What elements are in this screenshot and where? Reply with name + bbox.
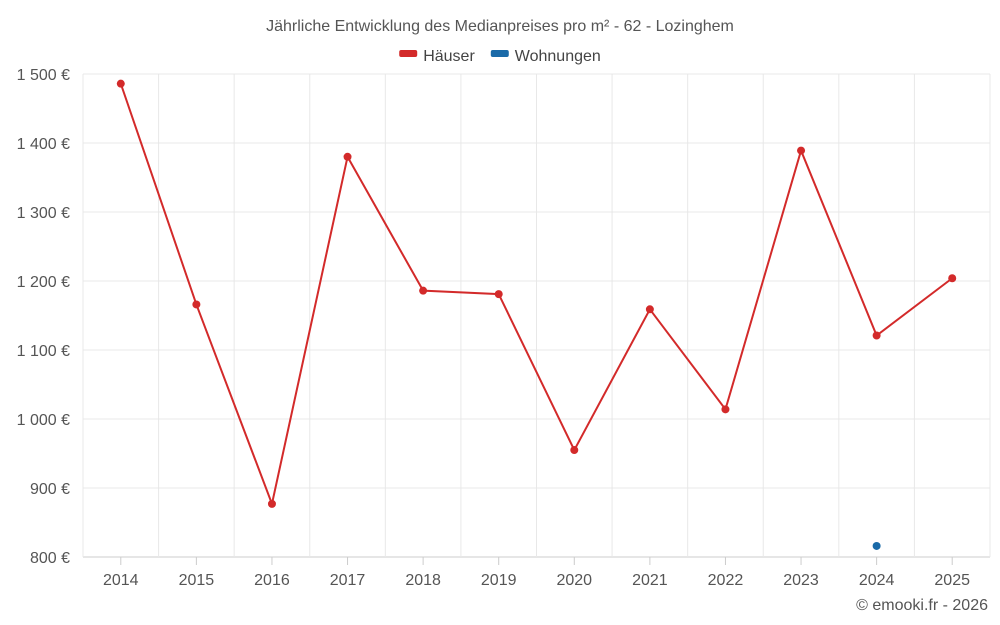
y-axis-ticks: 800 € 900 € 1 000 € 1 100 € 1 200 € 1 300 € 1 … [17,67,70,567]
x-tick-label: 2015 [179,572,215,589]
x-tick-label: 2022 [708,572,744,589]
series-häuser [116,79,957,508]
y-tick-label: 1 100 € [17,343,70,360]
legend-swatch [399,50,418,57]
data-point[interactable] [948,274,957,283]
y-tick-label: 1 400 € [17,136,70,153]
legend: Häuser Wohnungen [399,48,601,65]
series-layer [116,79,957,550]
legend-item[interactable]: Wohnungen [490,48,601,65]
legend-label: Häuser [423,48,475,65]
y-tick-label: 1 300 € [17,205,70,222]
chart-title: Jährliche Entwicklung des Medianpreises … [266,18,734,35]
data-point[interactable] [797,146,806,155]
data-point[interactable] [494,290,503,299]
series-wohnungen [872,541,881,550]
x-tick-label: 2025 [934,572,970,589]
x-tick-label: 2018 [405,572,441,589]
data-point[interactable] [645,305,654,314]
data-point[interactable] [267,499,276,508]
x-tick-label: 2019 [481,572,517,589]
legend-swatch [490,50,509,57]
y-tick-label: 1 200 € [17,274,70,291]
data-point[interactable] [419,286,428,295]
data-point[interactable] [570,446,579,455]
series-line [119,83,953,508]
copyright-credit: © emooki.fr - 2026 [856,597,988,614]
x-tick-label: 2017 [330,572,366,589]
y-tick-label: 900 € [30,481,70,498]
y-tick-label: 1 500 € [17,67,70,84]
data-point[interactable] [721,405,730,414]
data-point[interactable] [116,79,125,88]
x-tick-label: 2023 [783,572,819,589]
y-tick-label: 800 € [30,550,70,567]
x-axis-ticks: 2014 2015 2016 2017 2018 2019 2020 2021 2022 2023… [103,557,970,589]
x-tick-label: 2016 [254,572,290,589]
x-tick-label: 2014 [103,572,139,589]
y-tick-label: 1 000 € [17,412,70,429]
data-point[interactable] [872,331,881,340]
data-point[interactable] [343,152,352,161]
data-point[interactable] [872,541,881,550]
x-gridlines [82,74,991,557]
legend-item[interactable]: Häuser [399,48,475,65]
data-point[interactable] [192,300,201,309]
legend-label: Wohnungen [515,48,601,65]
x-tick-label: 2021 [632,572,668,589]
x-tick-label: 2024 [859,572,895,589]
x-tick-label: 2020 [556,572,592,589]
